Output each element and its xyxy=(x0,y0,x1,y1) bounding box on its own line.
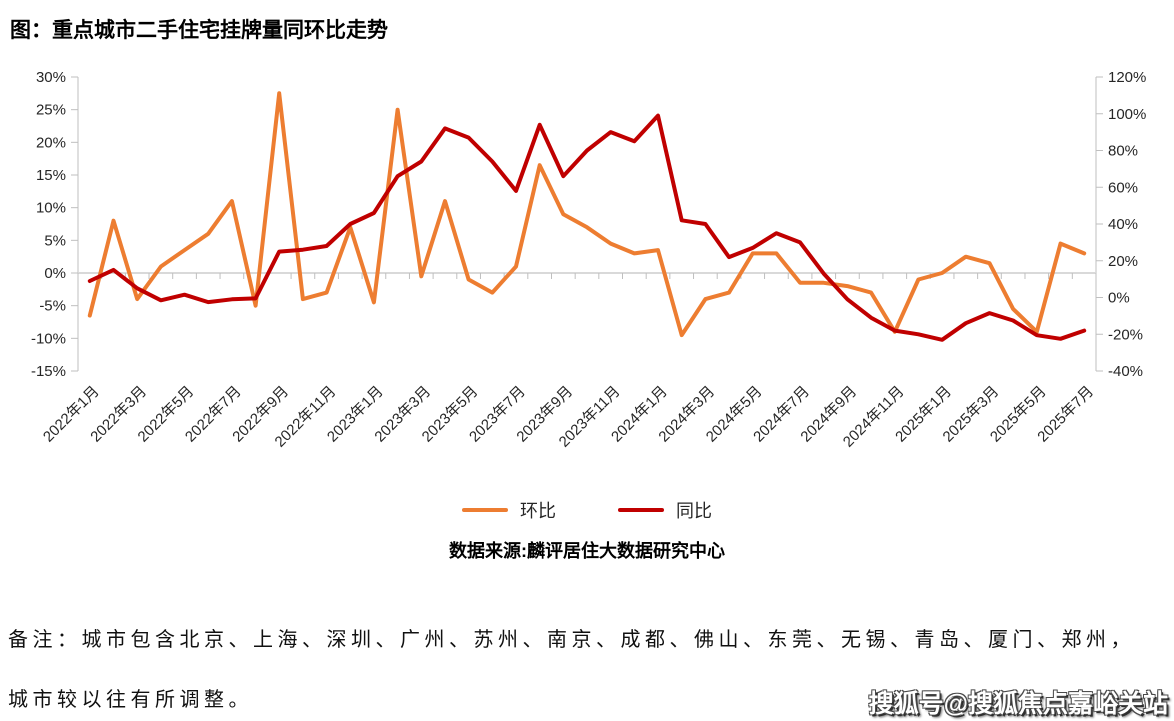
footnote-line-1: 备注：城市包含北京、上海、深圳、广州、苏州、南京、成都、佛山、东莞、无锡、青岛、… xyxy=(8,627,1135,651)
mom-series-line xyxy=(87,91,1087,338)
left-axis-tick-label: 5% xyxy=(44,232,66,249)
yoy-legend-label: 同比 xyxy=(676,501,712,521)
right-axis-tick-label: 100% xyxy=(1108,106,1146,123)
right-axis-tick-label: 40% xyxy=(1108,216,1138,233)
legend-item-mom: 环比 xyxy=(462,497,556,523)
legend-item-yoy: 同比 xyxy=(618,497,712,523)
left-axis-tick-label: 25% xyxy=(36,102,66,119)
yoy-legend-swatch xyxy=(618,508,664,512)
left-axis-tick-label: 30% xyxy=(36,69,66,86)
right-axis-tick-label: 120% xyxy=(1108,69,1146,86)
footnote: 备注：城市包含北京、上海、深圳、广州、苏州、南京、成都、佛山、东莞、无锡、青岛、… xyxy=(8,609,1168,721)
line-chart: 30% 25% 20% 15% 10% 5% 0% -5% -10% -15% 120% 100% 80… xyxy=(31,69,1146,451)
left-axis-tick-label: 15% xyxy=(36,167,66,184)
watermark: 搜狐号@搜狐焦点嘉峪关站 xyxy=(868,690,1168,718)
left-axis-tick-label: 0% xyxy=(44,265,66,282)
data-source: 数据来源:麟评居住大数据研究中心 xyxy=(449,541,725,561)
right-axis-tick-label: 20% xyxy=(1108,253,1138,270)
right-axis-tick-label: 80% xyxy=(1108,143,1138,160)
chart-legend: 环比 同比 xyxy=(0,497,1174,523)
mom-legend-label: 环比 xyxy=(520,501,556,521)
right-axis-tick-label: 60% xyxy=(1108,179,1138,196)
left-axis-tick-label: -5% xyxy=(39,298,66,315)
footnote-line-2: 城市较以往有所调整。 xyxy=(8,687,253,711)
chart-title: 图：重点城市二手住宅挂牌量同环比走势 xyxy=(10,19,388,42)
right-axis-tick-label: -40% xyxy=(1108,363,1143,380)
mom-legend-swatch xyxy=(462,508,508,512)
left-axis-tick-label: -10% xyxy=(31,330,66,347)
left-axis-tick-label: 20% xyxy=(36,134,66,151)
yoy-series-line xyxy=(87,113,1087,342)
left-axis-tick-label: -15% xyxy=(31,363,66,380)
left-axis-tick-label: 10% xyxy=(36,200,66,217)
right-axis-tick-label: 0% xyxy=(1108,290,1130,307)
right-axis-tick-label: -20% xyxy=(1108,326,1143,343)
